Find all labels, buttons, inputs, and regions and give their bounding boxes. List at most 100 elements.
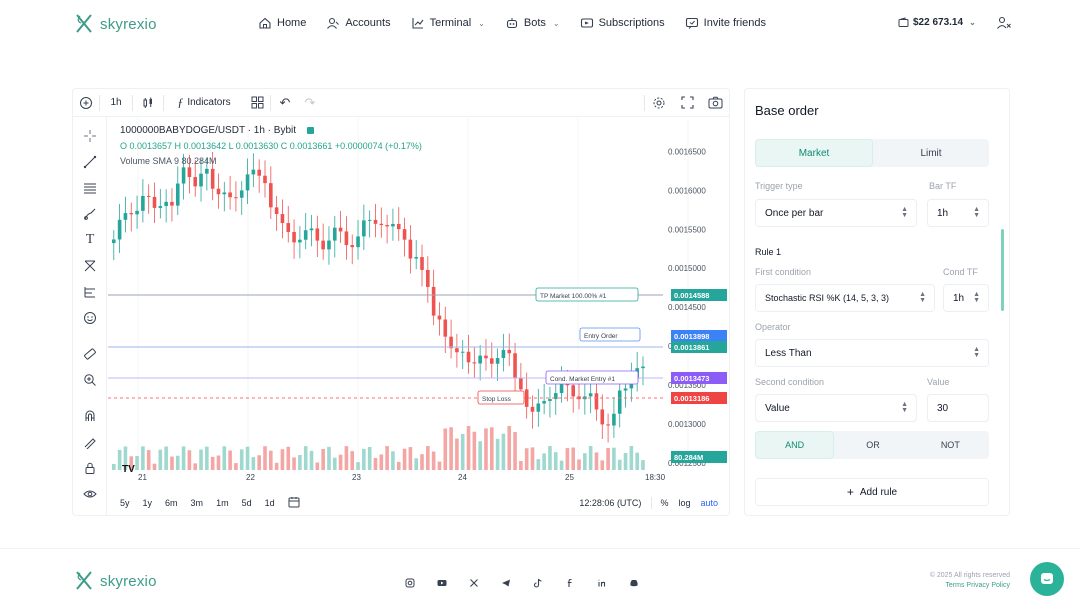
- panel-scrollbar[interactable]: [1001, 229, 1004, 311]
- volume-bar: [571, 447, 576, 470]
- volume-bar: [507, 426, 512, 470]
- brush-tool[interactable]: [81, 205, 99, 223]
- add-symbol-button[interactable]: [73, 89, 99, 117]
- interval-button[interactable]: 1h: [110, 97, 122, 108]
- bar-tf-select[interactable]: 1h ▲ ▼: [927, 199, 989, 227]
- discord-icon[interactable]: [622, 571, 646, 595]
- value-input[interactable]: 30: [927, 394, 989, 422]
- balance-dropdown[interactable]: $22 673.14 ⌄: [898, 17, 976, 28]
- candle-type-button[interactable]: [133, 89, 163, 117]
- magnet-tool[interactable]: [81, 407, 99, 425]
- pencil-lock-icon: [84, 438, 96, 449]
- candle-body: [519, 378, 523, 390]
- timeframe-5d[interactable]: 5d: [241, 498, 252, 508]
- crosshair-tool[interactable]: [81, 127, 99, 145]
- instagram-icon[interactable]: [398, 571, 422, 595]
- logic-and[interactable]: AND: [755, 431, 835, 459]
- candle-body: [373, 219, 378, 224]
- chat-widget-button[interactable]: [1030, 562, 1064, 596]
- footer-logo[interactable]: skyrexio: [74, 569, 157, 593]
- telegram-icon[interactable]: [494, 571, 518, 595]
- undo-button[interactable]: ↶: [271, 89, 299, 117]
- timeframe-3m[interactable]: 3m: [190, 498, 204, 508]
- timeframe-1y[interactable]: 1y: [142, 498, 153, 508]
- brand-logo[interactable]: skyrexio: [74, 12, 157, 36]
- trendline-tool[interactable]: [81, 153, 99, 171]
- legal-links[interactable]: Terms Privacy Policy: [945, 582, 1010, 589]
- lock-tool[interactable]: [81, 459, 99, 477]
- add-rule-button[interactable]: + Add rule: [755, 478, 989, 506]
- ruler-tool[interactable]: [81, 345, 99, 363]
- nav-invite-friends[interactable]: Invite friends: [685, 16, 766, 30]
- x-icon[interactable]: [462, 571, 486, 595]
- facebook-icon[interactable]: [558, 571, 582, 595]
- emoji-tool[interactable]: [81, 309, 99, 327]
- nav-terminal[interactable]: Terminal ⌄: [411, 16, 485, 30]
- order-type-limit[interactable]: Limit: [920, 147, 942, 159]
- nav-home-label: Home: [277, 17, 307, 29]
- timeframe-1d[interactable]: 1d: [264, 498, 275, 508]
- nav-accounts[interactable]: Accounts: [326, 16, 391, 30]
- candle-body: [251, 169, 256, 175]
- candles-icon: [143, 97, 152, 108]
- price-chart[interactable]: 0.0016500 0.0016000 0.0015500 0.0015000 0.00…: [108, 118, 728, 488]
- candle-body: [257, 169, 261, 176]
- timeframe-1m[interactable]: 1m: [216, 498, 229, 508]
- redo-button[interactable]: ↷: [299, 89, 321, 117]
- fib-tool[interactable]: [81, 179, 99, 197]
- volume-bar: [193, 463, 198, 470]
- candle-body: [303, 230, 308, 240]
- auto-scale-toggle[interactable]: auto: [700, 498, 718, 508]
- candle-body: [641, 366, 645, 369]
- tiktok-icon[interactable]: [526, 571, 550, 595]
- goto-date-button[interactable]: [288, 496, 300, 510]
- second-condition-select[interactable]: Value ▲ ▼: [755, 394, 917, 422]
- snapshot-button[interactable]: [701, 89, 729, 117]
- pattern-tool[interactable]: [81, 257, 99, 275]
- operator-select[interactable]: Less Than ▲ ▼: [755, 339, 989, 367]
- nav-subscriptions[interactable]: Subscriptions: [580, 16, 665, 30]
- toolbar-divider: [163, 94, 164, 111]
- stay-drawing-tool[interactable]: [81, 433, 99, 451]
- user-settings-icon[interactable]: [996, 15, 1012, 31]
- percent-scale-toggle[interactable]: %: [660, 498, 669, 508]
- trigger-type-select[interactable]: Once per bar ▲ ▼: [755, 199, 917, 227]
- measure-tool[interactable]: [81, 283, 99, 301]
- timeframe-6m[interactable]: 6m: [165, 498, 178, 508]
- fibonacci-icon: [84, 183, 96, 194]
- cond-tf-select[interactable]: 1h ▲ ▼: [943, 284, 989, 312]
- chevron-down-icon: ⌄: [552, 18, 560, 28]
- linkedin-icon[interactable]: [590, 571, 614, 595]
- indicators-button[interactable]: ƒ Indicators: [164, 89, 244, 117]
- candle-body: [443, 319, 448, 337]
- nav-home[interactable]: Home: [258, 16, 306, 30]
- candle-body: [431, 286, 436, 316]
- chart-settings-button[interactable]: [645, 89, 673, 117]
- chart-canvas[interactable]: 0.0016500 0.0016000 0.0015500 0.0015000 0.00…: [108, 118, 728, 488]
- indicators-label: Indicators: [187, 97, 231, 108]
- fullscreen-button[interactable]: [673, 89, 701, 117]
- layouts-button[interactable]: [244, 89, 270, 117]
- price-tick-label: 0.0013500: [668, 381, 706, 390]
- hide-drawings-tool[interactable]: [81, 485, 99, 503]
- timeframe-5y[interactable]: 5y: [120, 498, 130, 508]
- select-arrows-icon: ▲ ▼: [901, 206, 908, 219]
- entry-price-tag-1: 0.0013898: [674, 332, 709, 341]
- volume-bar: [129, 456, 134, 470]
- utc-clock[interactable]: 12:28:06 (UTC): [579, 498, 642, 508]
- youtube-icon[interactable]: [430, 571, 454, 595]
- logic-or[interactable]: OR: [866, 440, 880, 450]
- logic-not[interactable]: NOT: [940, 440, 960, 450]
- volume-bar: [251, 457, 256, 470]
- candle-body: [530, 406, 535, 412]
- nav-bots[interactable]: Bots ⌄: [505, 16, 560, 30]
- undo-icon: ↶: [279, 94, 291, 110]
- zoom-tool[interactable]: [81, 371, 99, 389]
- log-scale-toggle[interactable]: log: [678, 498, 691, 508]
- candle-body: [472, 362, 477, 364]
- text-tool[interactable]: T: [81, 231, 99, 249]
- candle-body: [559, 383, 564, 394]
- order-type-market[interactable]: Market: [755, 139, 873, 167]
- first-condition-select[interactable]: Stochastic RSI %K (14, 5, 3, 3) ▲ ▼: [755, 284, 935, 312]
- volume-bar: [396, 461, 401, 470]
